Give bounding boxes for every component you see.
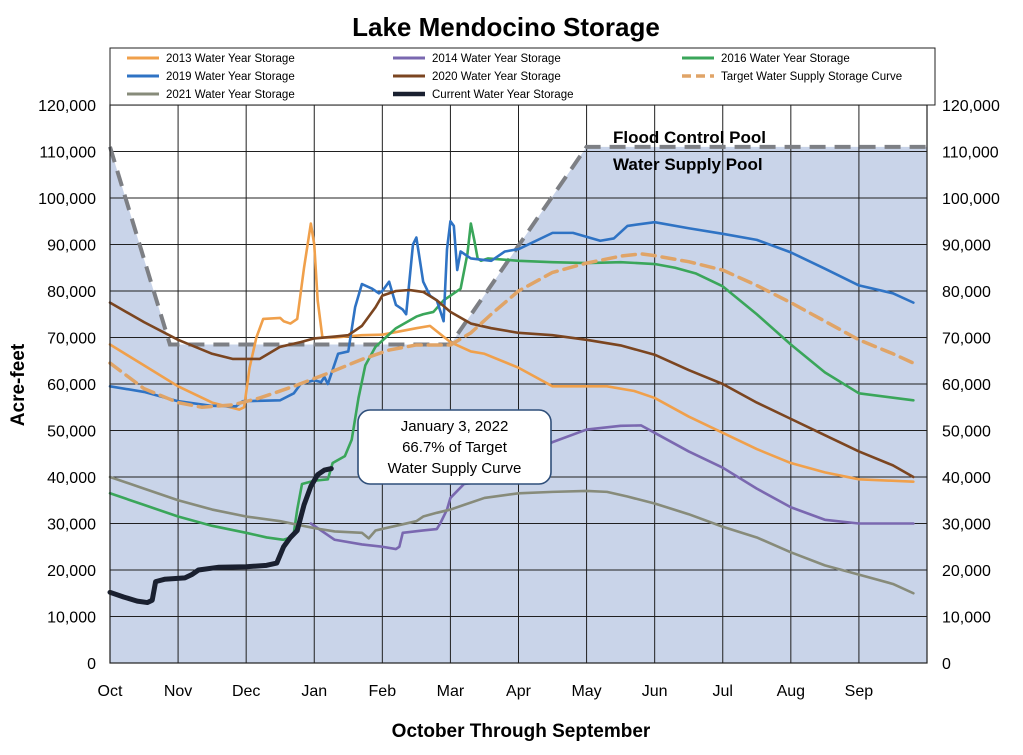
y-tick-label-right: 10,000 bbox=[942, 610, 991, 627]
callout-line-1: January 3, 2022 bbox=[401, 418, 509, 435]
legend-label: 2013 Water Year Storage bbox=[166, 53, 295, 65]
x-tick-label: Sep bbox=[845, 683, 874, 700]
x-tick-label: May bbox=[571, 683, 601, 700]
y-axis-left: 0 10,000 20,000 30,000 40,000 50,000 60,000 70,… bbox=[38, 98, 96, 673]
y-tick-label-left: 20,000 bbox=[47, 563, 96, 580]
y-tick-label-right: 30,000 bbox=[942, 517, 991, 534]
legend-box bbox=[109, 47, 936, 106]
y-tick-label-left: 10,000 bbox=[47, 610, 96, 627]
y-tick-label-right: 120,000 bbox=[942, 98, 1000, 115]
callout-line-2: 66.7% of Target bbox=[402, 439, 508, 456]
y-tick-label-left: 110,000 bbox=[39, 145, 96, 162]
series-line-2020-water-year-storage bbox=[108, 288, 915, 479]
series-line-target-water-supply-storage-curve bbox=[108, 252, 916, 409]
callout-box bbox=[357, 409, 552, 485]
y-axis-right: 0 10,000 20,000 30,000 40,000 50,000 60,000 70,… bbox=[942, 98, 1000, 673]
y-tick-label-left: 40,000 bbox=[47, 470, 96, 487]
y-tick-label-left: 90,000 bbox=[47, 238, 96, 255]
legend: 2013 Water Year Storage 2014 Water Year S… bbox=[109, 47, 936, 106]
y-tick-label-right: 90,000 bbox=[942, 238, 991, 255]
flood-control-pool-label: Flood Control Pool bbox=[613, 128, 766, 147]
legend-label: 2019 Water Year Storage bbox=[166, 71, 295, 83]
y-tick-label-right: 60,000 bbox=[942, 377, 991, 394]
y-tick-label-left: 100,000 bbox=[38, 191, 96, 208]
legend-label: Current Water Year Storage bbox=[432, 89, 573, 101]
x-tick-label: Mar bbox=[437, 683, 465, 700]
legend-label: 2020 Water Year Storage bbox=[432, 71, 561, 83]
flood-control-curve bbox=[108, 144, 927, 347]
y-tick-label-left: 0 bbox=[87, 656, 96, 673]
y-tick-label-right: 70,000 bbox=[942, 331, 991, 348]
x-tick-label: Apr bbox=[506, 683, 532, 700]
x-tick-label: Aug bbox=[777, 683, 805, 700]
y-tick-label-left: 70,000 bbox=[47, 331, 96, 348]
x-tick-label: Nov bbox=[164, 683, 192, 700]
x-tick-label: Oct bbox=[98, 683, 123, 700]
y-tick-label-right: 110,000 bbox=[942, 145, 999, 162]
legend-label: 2016 Water Year Storage bbox=[721, 53, 850, 65]
legend-label: 2021 Water Year Storage bbox=[166, 89, 295, 101]
legend-label: 2014 Water Year Storage bbox=[432, 53, 561, 65]
annotation-callout: January 3, 2022 66.7% of Target Water Su… bbox=[357, 409, 552, 485]
y-tick-label-right: 50,000 bbox=[942, 424, 991, 441]
x-axis: Oct Nov Dec Jan Feb Mar Apr May Jun Jul Aug Sep bbox=[98, 683, 874, 700]
y-tick-label-left: 120,000 bbox=[38, 98, 96, 115]
y-tick-label-right: 20,000 bbox=[942, 563, 991, 580]
y-tick-label-left: 80,000 bbox=[47, 284, 96, 301]
chart-title: Lake Mendocino Storage bbox=[352, 12, 660, 42]
plot-area bbox=[107, 104, 928, 664]
y-tick-label-right: 100,000 bbox=[942, 191, 1000, 208]
x-tick-label: Jan bbox=[301, 683, 327, 700]
x-tick-label: Jun bbox=[642, 683, 668, 700]
y-tick-label-right: 0 bbox=[942, 656, 951, 673]
legend-label: Target Water Supply Storage Curve bbox=[721, 71, 902, 83]
y-tick-label-right: 40,000 bbox=[942, 470, 991, 487]
x-axis-title: October Through September bbox=[392, 721, 651, 742]
y-axis-title: Acre-feet bbox=[8, 343, 29, 426]
series-line-2019-water-year-storage bbox=[108, 219, 915, 408]
series-line-current-water-year-storage bbox=[107, 466, 334, 606]
y-tick-label-left: 30,000 bbox=[47, 517, 96, 534]
x-tick-label: Feb bbox=[369, 683, 397, 700]
x-tick-label: Jul bbox=[713, 683, 733, 700]
y-tick-label-left: 60,000 bbox=[47, 377, 96, 394]
callout-line-3: Water Supply Curve bbox=[388, 460, 522, 477]
y-tick-label-right: 80,000 bbox=[942, 284, 991, 301]
series-line-2021-water-year-storage bbox=[108, 475, 915, 595]
water-supply-pool-label: Water Supply Pool bbox=[613, 155, 763, 174]
y-tick-label-left: 50,000 bbox=[47, 424, 96, 441]
x-tick-label: Dec bbox=[232, 683, 260, 700]
